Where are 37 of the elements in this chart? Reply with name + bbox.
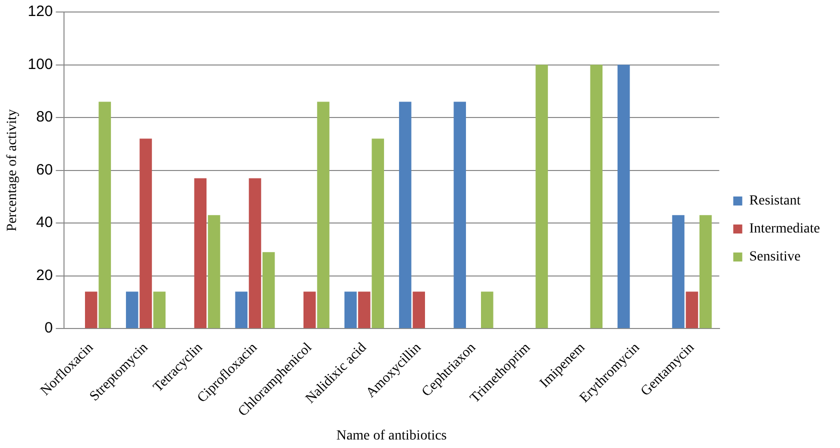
legend-label: Sensitive	[749, 250, 801, 265]
bar	[208, 215, 220, 328]
bar	[303, 292, 316, 328]
y-tick-label: 40	[36, 214, 53, 232]
bar	[372, 138, 384, 328]
bar	[140, 138, 152, 328]
bar	[235, 292, 248, 328]
y-tick-label: 60	[36, 161, 53, 178]
bar	[399, 102, 412, 328]
bar	[618, 64, 630, 328]
bar	[358, 292, 370, 328]
bar	[480, 292, 494, 328]
bar	[454, 102, 466, 328]
bar	[262, 252, 275, 328]
bar	[84, 292, 98, 328]
bar	[153, 292, 166, 328]
y-tick-label: 20	[36, 266, 53, 284]
bar	[686, 292, 698, 328]
y-tick-label: 120	[28, 3, 53, 20]
y-tick-label: 80	[36, 108, 53, 126]
bar	[248, 178, 262, 328]
bar	[536, 64, 548, 328]
x-axis-title: Name of antibiotics	[336, 428, 447, 444]
y-axis-title: Percentage of activity	[5, 109, 20, 232]
bar	[317, 102, 330, 328]
bar	[590, 64, 603, 328]
bar	[699, 215, 712, 328]
bar	[126, 292, 138, 328]
y-tick-label: 0	[44, 320, 53, 337]
legend-label: Intermediate	[749, 222, 820, 237]
bar	[98, 102, 111, 328]
bar	[344, 292, 357, 328]
bar	[672, 215, 684, 328]
bar	[412, 292, 425, 328]
y-tick-label: 100	[28, 56, 53, 73]
legend-label: Resistant	[749, 194, 801, 209]
bar	[194, 178, 207, 328]
